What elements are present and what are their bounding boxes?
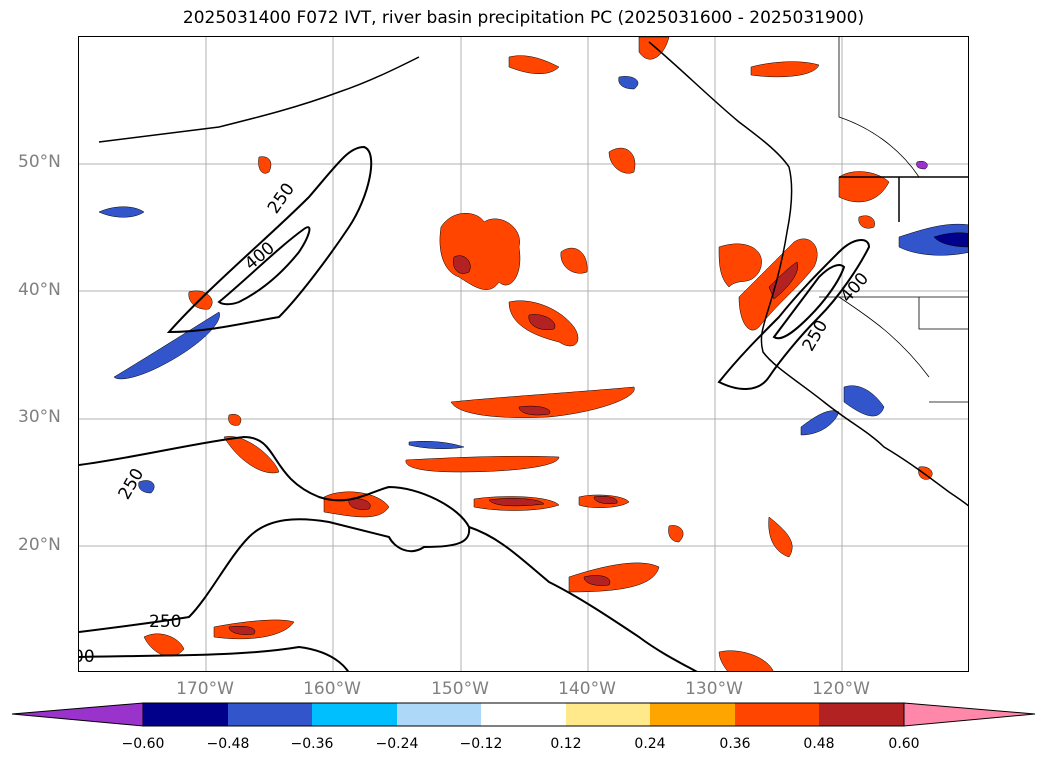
lon-label-120w: 120°W bbox=[812, 679, 870, 699]
colorbar-tick: 0.12 bbox=[550, 736, 582, 752]
colorbar-tick: −0.48 bbox=[206, 736, 250, 752]
contour-label-250-south: 250 bbox=[149, 612, 181, 632]
colorbar-bin bbox=[566, 703, 650, 726]
negative-anomaly-fields bbox=[98, 76, 968, 494]
lat-label-30n: 30°N bbox=[18, 407, 61, 427]
lon-label-140w: 140°W bbox=[558, 679, 616, 699]
lon-label-150w: 150°W bbox=[431, 679, 489, 699]
lat-label-40n: 40°N bbox=[18, 280, 61, 300]
borders bbox=[819, 37, 968, 403]
colorbar-tick: −0.24 bbox=[375, 736, 419, 752]
colorbar-tick: −0.36 bbox=[290, 736, 334, 752]
map-panel[interactable]: 250 400 250 400 250 250 00 bbox=[78, 36, 969, 672]
colorbar-tick: 0.24 bbox=[634, 736, 666, 752]
colorbar-bin bbox=[228, 703, 312, 726]
map-canvas: 250 400 250 400 250 250 00 bbox=[79, 37, 968, 671]
colorbar-tick: −0.60 bbox=[121, 736, 165, 752]
contour-label-400-west: 400 bbox=[241, 238, 279, 274]
colorbar-bin bbox=[819, 703, 904, 726]
lon-label-170w: 170°W bbox=[176, 679, 234, 699]
gridlines bbox=[79, 37, 968, 671]
lat-label-50n: 50°N bbox=[18, 152, 61, 172]
colorbar-tick: 0.48 bbox=[803, 736, 835, 752]
lon-label-160w: 160°W bbox=[303, 679, 361, 699]
lat-label-20n: 20°N bbox=[18, 535, 61, 555]
colorbar-bin bbox=[143, 703, 228, 726]
colorbar-bin bbox=[397, 703, 481, 726]
colorbar-extend-min bbox=[11, 702, 144, 727]
colorbar-bin bbox=[312, 703, 397, 726]
colorbar-extend-max bbox=[903, 702, 1036, 727]
colorbar-tick: 0.36 bbox=[719, 736, 751, 752]
colorbar-tick: 0.60 bbox=[888, 736, 920, 752]
colorbar-outline bbox=[142, 702, 905, 727]
coastlines bbox=[98, 41, 968, 507]
colorbar-bin bbox=[735, 703, 819, 726]
colorbar-bin bbox=[650, 703, 735, 726]
ivt-contours bbox=[79, 145, 871, 671]
contour-label-edge: 00 bbox=[79, 647, 95, 667]
colorbar-tick: −0.12 bbox=[459, 736, 503, 752]
lon-label-130w: 130°W bbox=[685, 679, 743, 699]
colorbar-bin bbox=[481, 703, 566, 726]
map-title: 2025031400 F072 IVT, river basin precipi… bbox=[182, 8, 865, 28]
colorbar bbox=[11, 702, 1036, 727]
